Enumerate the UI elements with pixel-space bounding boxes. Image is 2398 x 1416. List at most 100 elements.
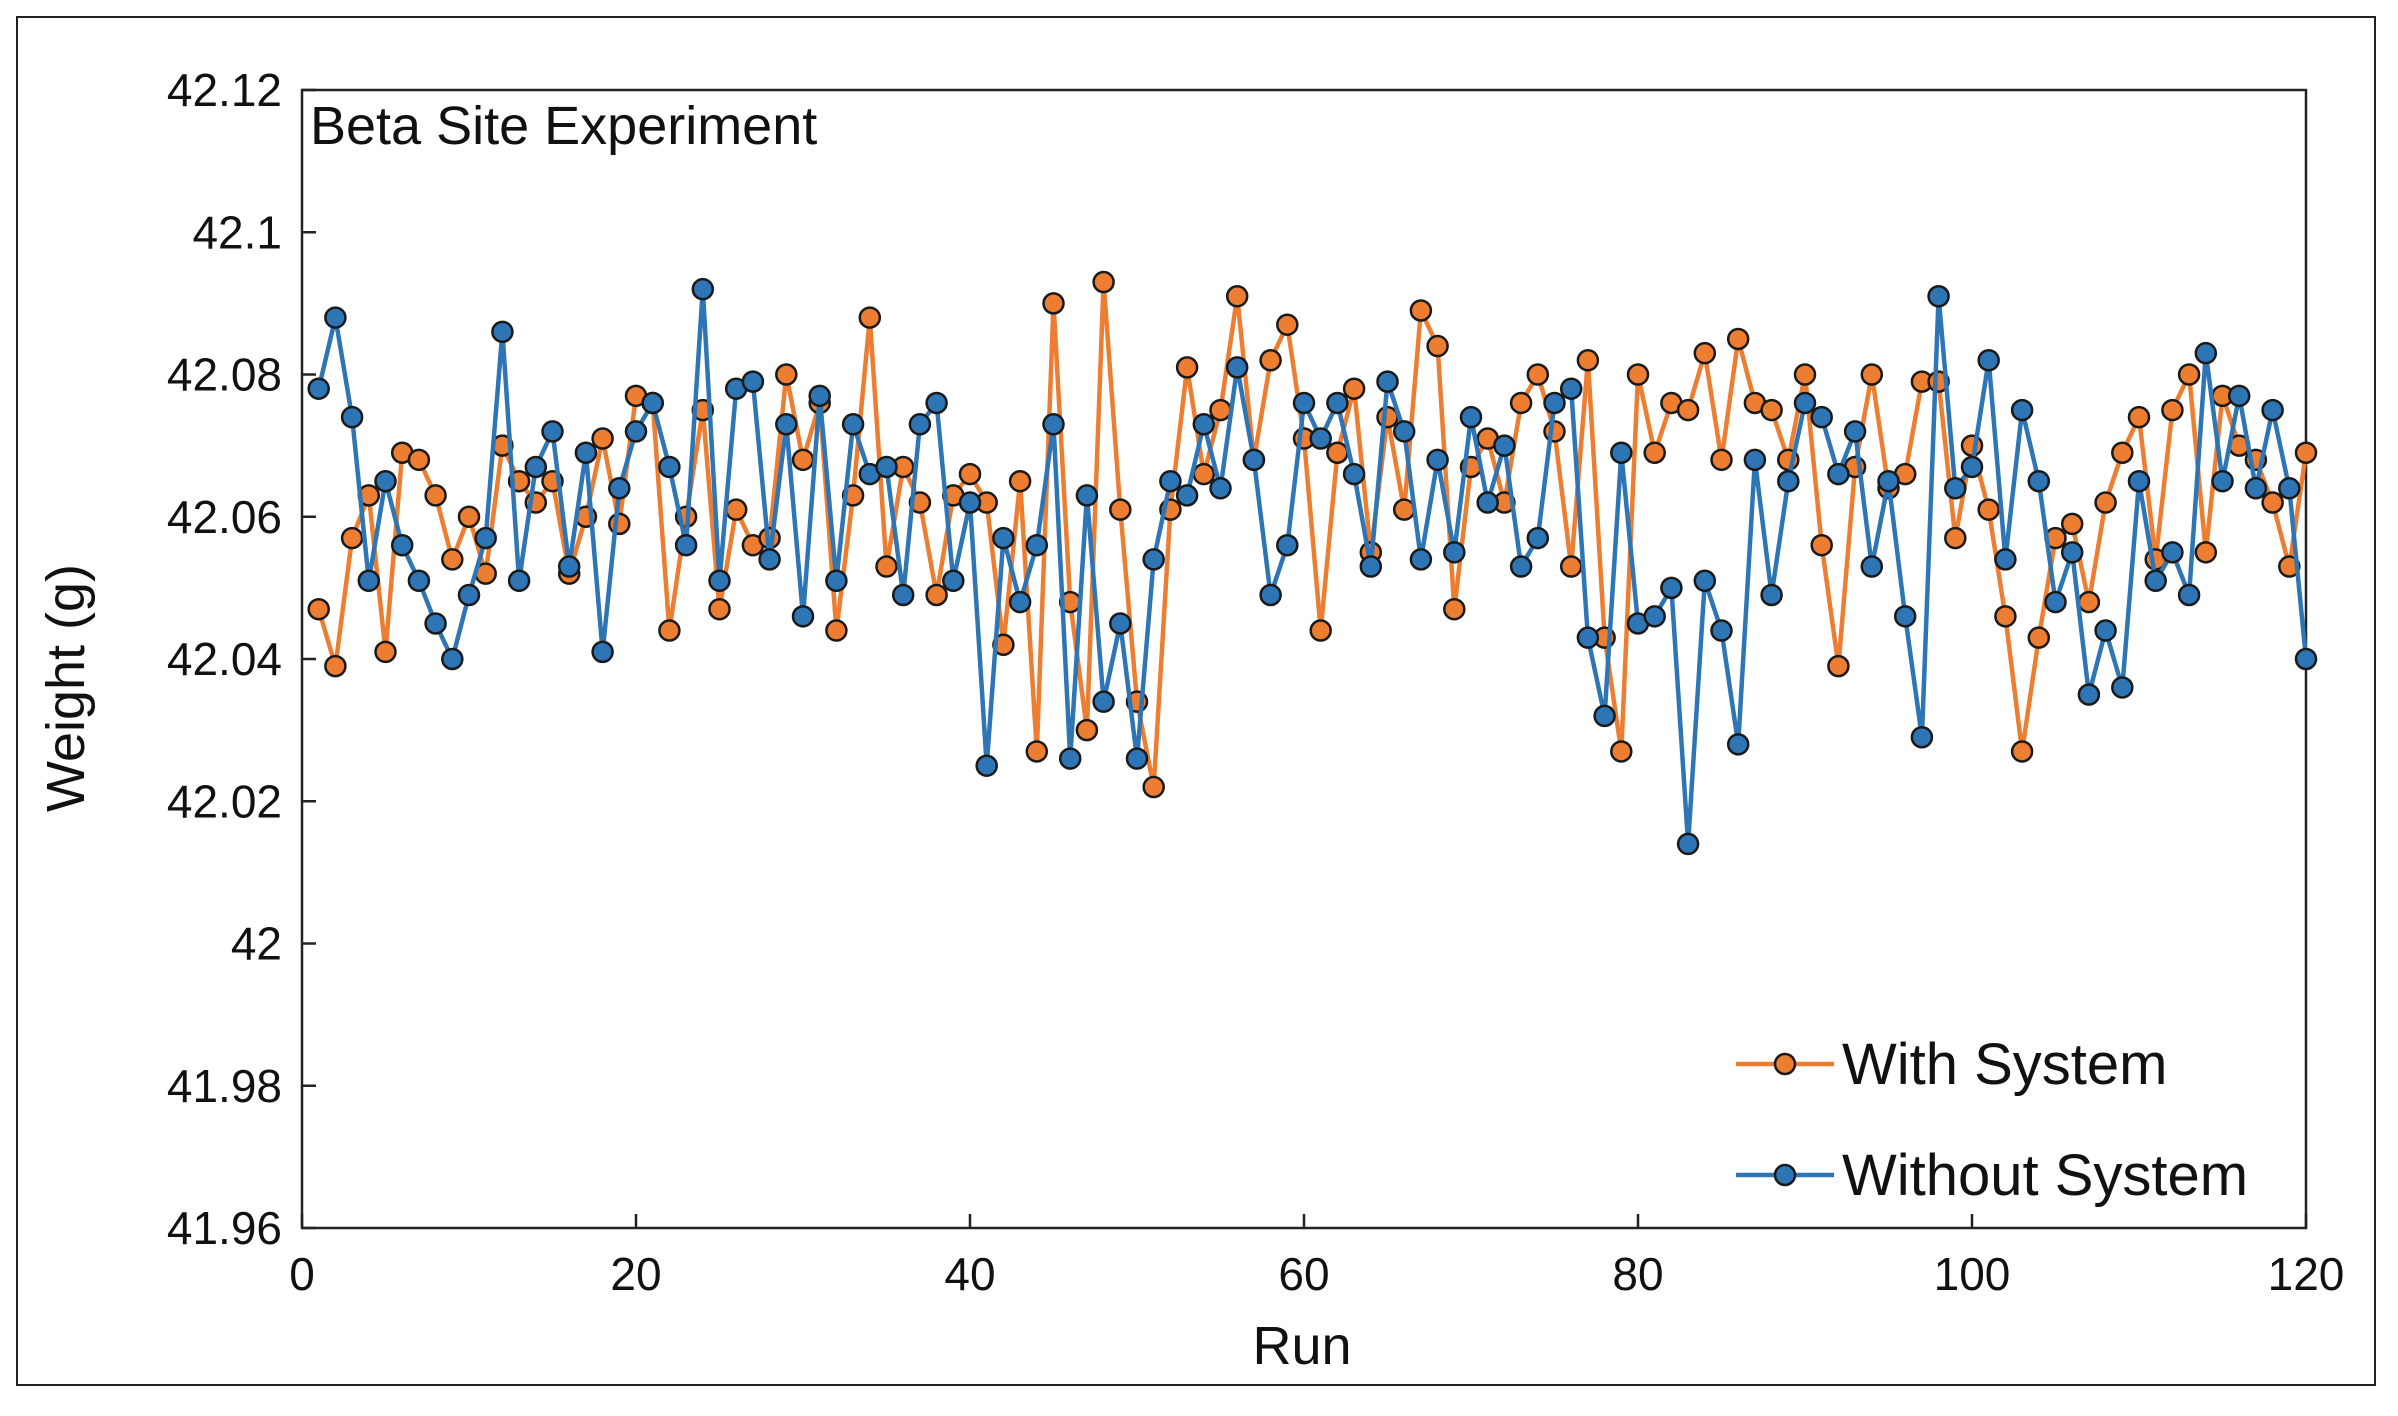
legend-swatch-marker: [1773, 1163, 1797, 1187]
data-point: [1075, 484, 1099, 507]
data-point: [1860, 363, 1884, 386]
data-point: [658, 619, 681, 642]
data-point: [390, 533, 414, 557]
data-point: [1443, 541, 1466, 564]
data-point: [2111, 676, 2134, 699]
data-point: [825, 619, 848, 642]
data-point: [1058, 747, 1082, 770]
data-point: [1643, 441, 1666, 464]
x-tick-label: 80: [1612, 1248, 1663, 1300]
data-point: [1610, 441, 1633, 464]
data-point: [942, 569, 965, 593]
data-point: [1576, 626, 1600, 649]
data-point: [1743, 448, 1767, 472]
data-point: [641, 391, 664, 415]
data-point: [2278, 477, 2301, 500]
data-point: [791, 605, 815, 628]
data-point: [1944, 526, 1967, 550]
data-point: [791, 448, 815, 472]
data-point: [1042, 413, 1065, 436]
data-point: [1710, 448, 1733, 472]
data-point: [724, 498, 748, 521]
data-point: [2027, 626, 2051, 649]
data-point: [1242, 448, 1266, 472]
data-point: [1359, 555, 1383, 578]
data-point: [1693, 341, 1717, 365]
data-point: [2177, 363, 2201, 386]
data-point: [1526, 363, 1550, 386]
data-point: [608, 512, 631, 536]
data-point: [340, 526, 364, 550]
data-point: [457, 505, 481, 528]
data-point: [1526, 526, 1550, 550]
data-point: [674, 533, 698, 557]
data-point: [1793, 363, 1817, 386]
data-point: [1342, 377, 1366, 400]
data-point: [1827, 462, 1850, 486]
data-point: [958, 491, 982, 514]
data-point: [1660, 576, 1683, 600]
data-point: [1309, 427, 1332, 450]
data-point: [1008, 590, 1032, 614]
data-point: [2211, 469, 2234, 493]
y-tick-label: 42.12: [167, 64, 282, 116]
tick-labels: 41.96 41.98 42 42.02 42.04 42.06 42.08 42.1 42.1…: [167, 64, 2345, 1300]
data-point: [307, 597, 330, 621]
data-point: [424, 612, 447, 635]
data-point: [1893, 605, 1917, 628]
data-point: [1710, 619, 1733, 642]
data-point: [340, 405, 364, 429]
data-point: [1426, 334, 1449, 358]
data-point: [574, 441, 598, 464]
data-point: [875, 455, 898, 479]
data-point: [1276, 533, 1299, 557]
data-point: [1443, 597, 1466, 621]
y-tick-label: 41.96: [167, 1202, 282, 1254]
data-point: [1810, 533, 1833, 557]
data-point: [2227, 384, 2251, 408]
data-point: [1175, 484, 1199, 507]
data-point: [2177, 583, 2201, 607]
data-point: [1877, 469, 1900, 493]
data-point: [1643, 605, 1666, 628]
data-point: [1409, 548, 1433, 571]
data-point: [1543, 391, 1566, 415]
data-point: [457, 583, 481, 607]
data-point: [1676, 398, 1700, 422]
data-point: [1793, 391, 1817, 415]
x-axis-title: Run: [1252, 1316, 1351, 1376]
data-point: [958, 462, 982, 486]
y-tick-label: 42.08: [167, 349, 282, 401]
data-point: [1259, 583, 1282, 607]
data-point: [825, 569, 848, 593]
data-point: [1676, 832, 1700, 856]
y-axis-title: Weight (g): [36, 564, 96, 812]
data-point: [1225, 356, 1249, 379]
data-point: [374, 469, 397, 493]
y-tick-label: 42.1: [192, 206, 282, 258]
data-point: [2060, 512, 2084, 536]
x-tick-label: 60: [1278, 1248, 1329, 1300]
data-point: [1493, 434, 1516, 457]
legend-label: Without System: [1842, 1143, 2248, 1208]
data-point: [624, 420, 648, 443]
data-point: [1626, 363, 1650, 386]
data-point: [2194, 541, 2218, 564]
data-point: [2194, 341, 2218, 365]
data-point: [407, 448, 431, 472]
data-point: [1559, 377, 1583, 400]
data-point: [925, 583, 948, 607]
legend-label: With System: [1842, 1032, 2168, 1097]
legend: With System Without System: [1736, 1032, 2248, 1208]
data-point: [2060, 541, 2084, 564]
data-point: [1944, 477, 1967, 500]
data-point: [691, 277, 715, 301]
data-point: [507, 569, 531, 593]
data-point: [1025, 533, 1049, 557]
data-point: [2010, 740, 2034, 763]
data-point: [1543, 420, 1566, 443]
data-point: [1092, 270, 1115, 294]
data-point: [591, 427, 614, 450]
y-tick-label: 42.06: [167, 491, 282, 543]
data-point: [1376, 370, 1399, 393]
